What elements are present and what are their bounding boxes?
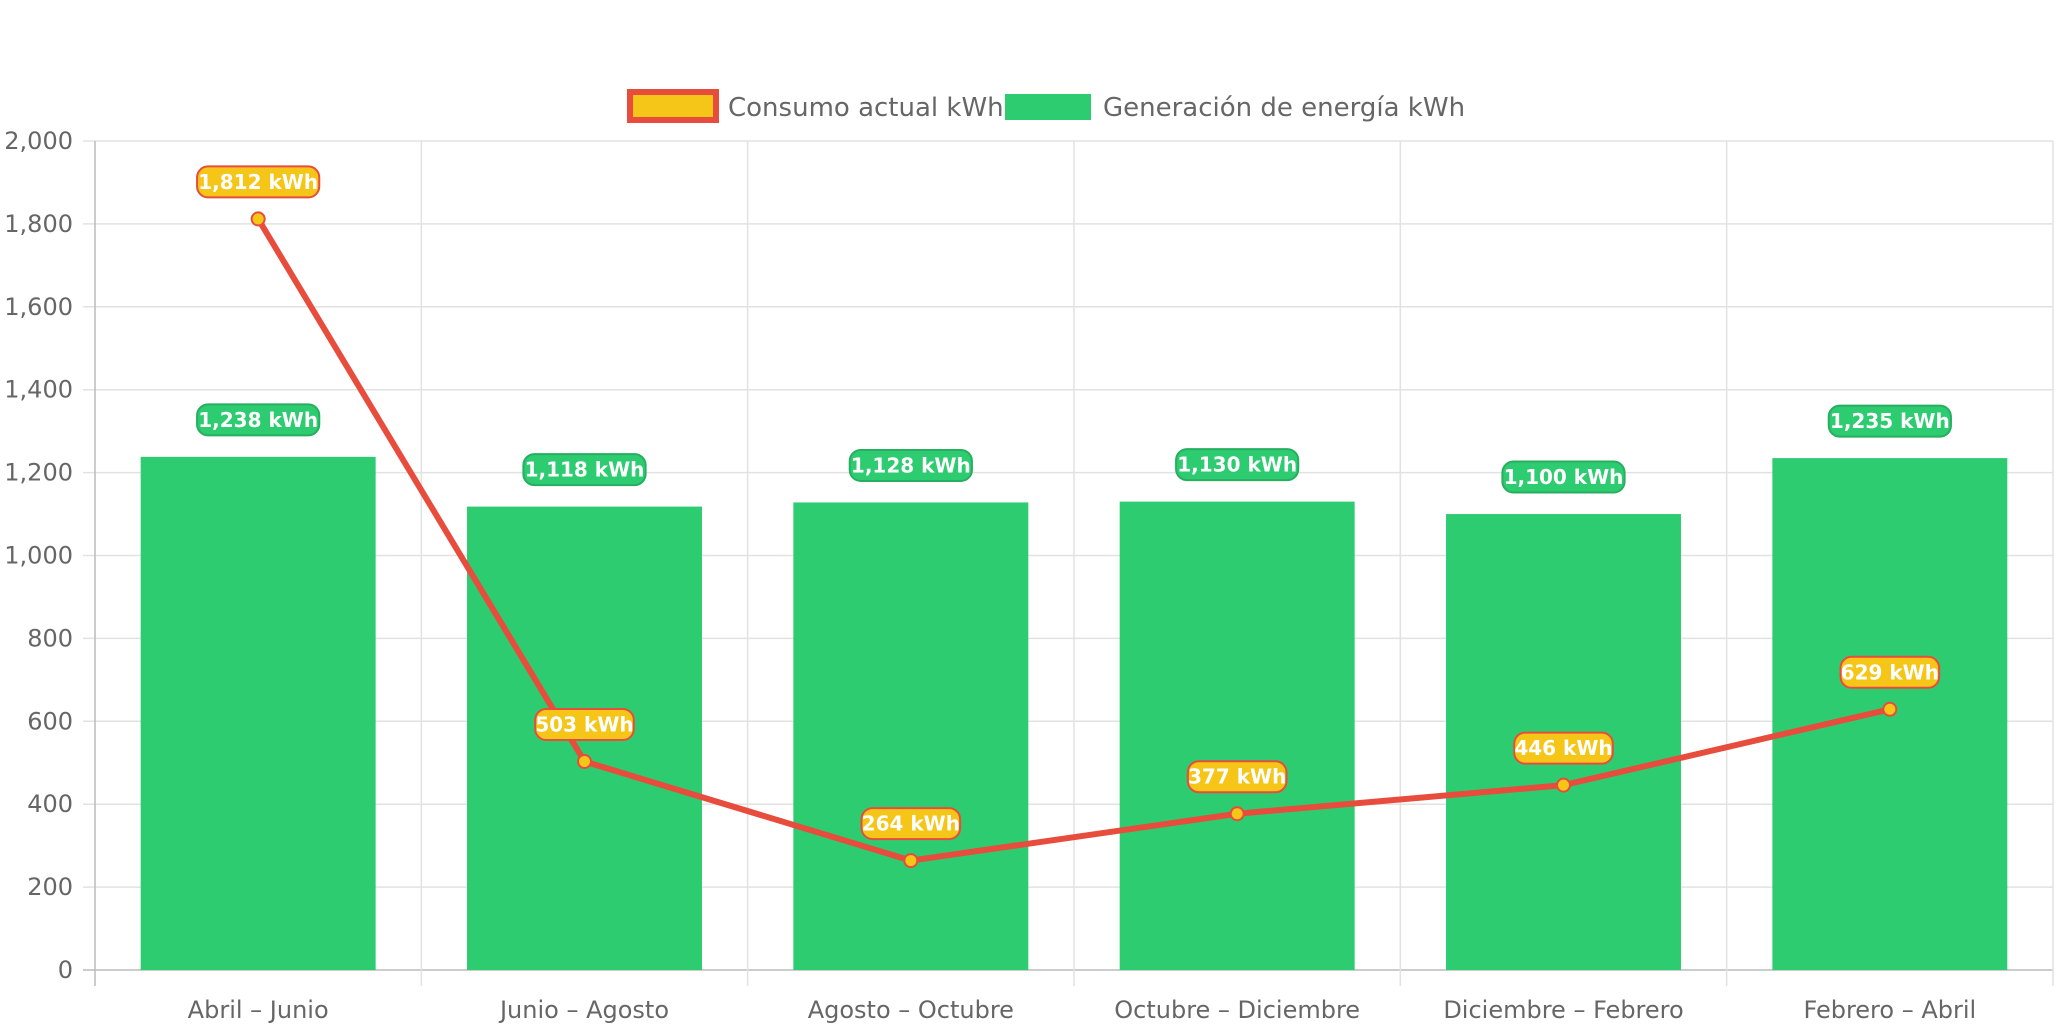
y-tick-label: 0 [58,956,73,984]
data-label-generacion: 1,128 kWh [851,453,971,477]
axis-layer: 0 200 400 600 800 1,000 1,200 1,400 1,600 1,800 2,… [4,127,1976,1024]
y-tick-label: 1,800 [4,210,73,238]
x-tick-label: Junio – Agosto [498,996,669,1024]
y-tick-label: 2,000 [4,127,73,155]
data-label-generacion-badge [1827,404,1952,438]
y-tick-label: 800 [27,624,73,652]
data-label-consumo: 503 kWh [535,713,633,737]
data-label-consumo-badge [860,807,962,841]
data-label-generacion-badge [1175,448,1300,482]
data-label-consumo: 446 kWh [1514,736,1612,760]
data-label-consumo: 1,812 kWh [198,170,318,194]
data-label-generacion-badge [1501,460,1626,494]
bar-generacion[interactable] [140,456,376,970]
data-label-generacion: 1,235 kWh [1830,409,1950,433]
x-tick-label: Febrero – Abril [1803,996,1976,1024]
y-tick-label: 1,000 [4,542,73,570]
x-tick-label: Diciembre – Febrero [1443,996,1683,1024]
point-consumo[interactable] [1229,806,1245,822]
y-tick-label: 400 [27,790,73,818]
point-consumo[interactable] [250,211,266,227]
data-label-consumo-badge [1186,760,1288,794]
data-label-generacion: 1,100 kWh [1504,465,1624,489]
data-label-consumo-badge [196,165,321,199]
data-label-generacion: 1,130 kWh [1177,453,1297,477]
x-tick-label: Agosto – Octubre [808,996,1014,1024]
bar-generacion[interactable] [793,502,1029,970]
bar-generacion[interactable] [1119,501,1355,970]
grid-layer [83,140,2054,986]
legend-swatch-generacion[interactable] [1005,94,1091,120]
data-label-generacion-badge [848,448,973,482]
data-label-consumo-badge [1513,731,1614,765]
line-layer [250,211,1898,869]
y-tick-label: 600 [27,707,73,735]
data-label-consumo: 377 kWh [1188,765,1286,789]
y-tick-label: 1,600 [4,293,73,321]
x-tick-label: Octubre – Diciembre [1114,996,1360,1024]
data-label-consumo-badge [534,708,635,742]
data-label-generacion: 1,118 kWh [525,458,645,482]
data-label-generacion: 1,238 kWh [198,408,318,432]
data-label-consumo-badge [1839,655,1941,689]
label-layer: 1,238 kWh 1,118 kWh 1,128 kWh 1,130 kWh 1,10… [196,165,1952,841]
point-consumo[interactable] [903,853,919,869]
point-consumo[interactable] [577,754,592,770]
y-tick-label: 1,400 [4,376,73,404]
data-label-consumo: 264 kWh [862,812,960,836]
data-label-generacion-badge [522,453,647,487]
data-label-generacion-badge [196,403,321,437]
data-label-consumo: 629 kWh [1841,660,1939,684]
legend-label-generacion[interactable]: Generación de energía kWh [1103,93,1465,123]
legend-label-consumo[interactable]: Consumo actual kWh [728,93,1004,123]
legend: Consumo actual kWh Generación de energía… [627,89,1465,123]
line-consumo [255,217,1891,864]
y-tick-label: 200 [27,873,73,901]
point-consumo[interactable] [1882,701,1898,717]
point-consumo[interactable] [1556,777,1571,793]
legend-swatch-consumo[interactable] [627,89,719,123]
x-tick-label: Abril – Junio [188,996,329,1024]
y-tick-label: 1,200 [4,459,73,487]
